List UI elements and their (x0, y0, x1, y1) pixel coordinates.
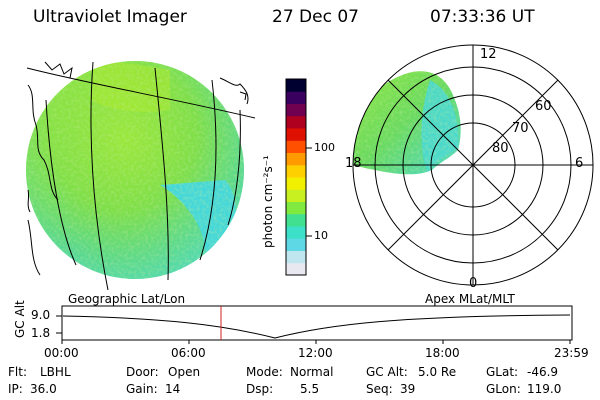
geo-map-label: Geographic Lat/Lon (68, 292, 186, 306)
colorbar-unit-label: photon cm⁻²s⁻¹ (261, 155, 275, 248)
polar-map-label: Apex MLat/MLT (425, 292, 515, 306)
time-tick-2359: 23:59 (554, 346, 589, 360)
time-tick-1800: 18:00 (425, 346, 460, 360)
altitude-ytick-low: 1.8 (31, 326, 51, 340)
colorbar-swatch (286, 250, 306, 264)
image-time: 07:33:36 UT (430, 7, 535, 27)
image-date: 27 Dec 07 (272, 7, 359, 27)
colorbar-swatch (286, 226, 306, 239)
mlt-label-6: 6 (575, 156, 584, 171)
colorbar-swatch (286, 189, 306, 202)
colorbar-swatch (286, 140, 306, 153)
time-tick-1200: 12:00 (298, 346, 333, 360)
polar-image (353, 71, 461, 175)
colorbar-swatch (286, 79, 306, 92)
gain-label: Gain: (126, 382, 158, 396)
filter-value: LBHL (40, 365, 71, 379)
mlat-label-80: 80 (492, 141, 509, 156)
door-label: Door: (126, 365, 159, 379)
dsp-label: Dsp: (246, 382, 274, 396)
time-tick-0000: 00:00 (44, 346, 79, 360)
colorbar-swatch (286, 152, 306, 166)
filter-label: Flt: (8, 365, 27, 379)
seq-label: Seq: (366, 382, 393, 396)
time-tick-0600: 06:00 (171, 346, 206, 360)
colorbar-swatch (286, 213, 306, 227)
mlat-label-60: 60 (535, 99, 552, 114)
colorbar-swatch (286, 115, 306, 129)
colorbar-tick-10: 10 (314, 229, 328, 242)
colorbar (285, 78, 312, 276)
glat-value: -46.9 (527, 365, 559, 379)
mlat-label-70: 70 (512, 121, 529, 136)
mode-label: Mode: (246, 365, 283, 379)
gain-value: 14 (165, 382, 181, 396)
gcalt-value: 5.0 Re (418, 365, 457, 379)
geo-coastlines (27, 61, 249, 276)
geo-grid (26, 61, 256, 291)
glon-label: GLon: (486, 382, 521, 396)
mlt-label-18: 18 (345, 156, 362, 171)
seq-value: 39 (400, 382, 416, 396)
mode-value: Normal (290, 365, 334, 379)
mlt-label-12: 12 (480, 47, 497, 62)
altitude-ylabel: GC Alt (13, 300, 27, 338)
gcalt-label: GC Alt: (366, 365, 408, 379)
door-value: Open (168, 365, 201, 379)
geo-image (26, 61, 244, 279)
colorbar-swatch (286, 177, 306, 190)
colorbar-swatch (286, 201, 306, 215)
ip-value: 36.0 (30, 382, 57, 396)
mlt-label-0: 0 (469, 276, 478, 291)
dsp-value: 5.5 (300, 382, 320, 396)
colorbar-swatch (286, 103, 306, 117)
colorbar-swatch (286, 238, 306, 251)
instrument-title: Ultraviolet Imager (33, 7, 187, 27)
ip-label: IP: (8, 382, 23, 396)
colorbar-swatch (286, 128, 306, 141)
colorbar-swatch (286, 164, 306, 178)
colorbar-tick-100: 100 (314, 141, 335, 154)
altitude-plot (56, 305, 573, 344)
glat-label: GLat: (486, 365, 519, 379)
glon-value: 119.0 (527, 382, 562, 396)
colorbar-swatch (286, 91, 306, 104)
polar-grid (352, 44, 594, 286)
altitude-curve (62, 314, 571, 339)
altitude-ytick-high: 9.0 (31, 308, 51, 322)
colorbar-swatch (286, 262, 306, 276)
